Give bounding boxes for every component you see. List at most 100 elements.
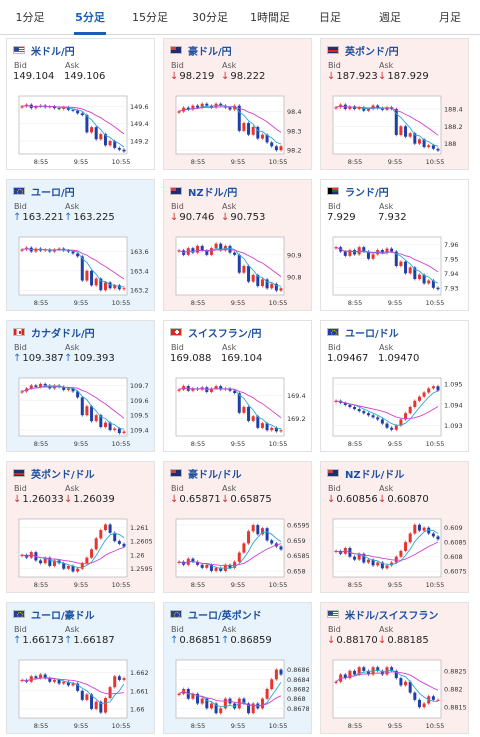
pair-title[interactable]: 豪ドル/ドル — [170, 466, 242, 481]
tab-7[interactable]: 月足 — [439, 11, 461, 24]
ask-label: Ask — [222, 343, 237, 352]
candle — [219, 708, 223, 714]
candle — [200, 245, 204, 251]
tab-6[interactable]: 週足 — [379, 11, 401, 24]
candle — [177, 693, 181, 695]
x-tick-label: 10:55 — [426, 722, 445, 730]
pair-title[interactable]: 英ポンド/円 — [327, 43, 399, 58]
pair-title[interactable]: カナダドル/円 — [13, 325, 95, 340]
ask-value: ↑1.66187 — [64, 635, 115, 646]
pair-title[interactable]: 米ドル/円 — [13, 43, 75, 58]
pair-title[interactable]: ユーロ/英ポンド — [170, 607, 262, 622]
pair-title[interactable]: ランド/円 — [327, 184, 389, 199]
candle — [108, 141, 112, 146]
rate-card[interactable]: ユーロ/豪ドル Bid ↑1.66173 Ask ↑1.66187 1.662 1.661 1… — [6, 602, 155, 734]
pair-name: ユーロ/円 — [31, 187, 75, 199]
bid-value: 149.104 — [13, 71, 54, 82]
tab-0[interactable]: 1分足 — [15, 11, 45, 24]
x-tick-label: 10:55 — [426, 581, 445, 589]
ma-slow-line — [335, 671, 439, 691]
candle — [71, 565, 75, 572]
bid-label: Bid — [171, 625, 184, 634]
candle — [103, 524, 107, 531]
ask-label: Ask — [222, 61, 237, 70]
candle — [357, 107, 361, 109]
ask-value: ↓0.88185 — [378, 635, 429, 646]
y-tick-label: 1.26 — [130, 551, 144, 559]
candle — [436, 287, 440, 290]
y-tick-label: 1.261 — [130, 524, 149, 532]
tab-1[interactable]: 5分足 — [60, 0, 120, 35]
ask-label: Ask — [65, 343, 80, 352]
candle — [66, 250, 70, 252]
rate-card[interactable]: 豪ドル/ドル Bid ↓0.65871 Ask ↓0.65875 0.6595 0.659 0… — [163, 461, 312, 593]
pair-title[interactable]: 英ポンド/ドル — [13, 466, 95, 481]
candle — [48, 678, 52, 682]
rate-card[interactable]: カナダドル/円 Bid ↑109.387 Ask ↑109.393 109.7 109.6 1… — [6, 320, 155, 452]
candle — [103, 134, 107, 146]
candle — [34, 248, 38, 252]
rate-card[interactable]: NZドル/ドル Bid ↓0.60856 Ask ↓0.60870 0.609 0.6085… — [320, 461, 469, 593]
pair-title[interactable]: ユーロ/ドル — [327, 325, 399, 340]
rate-card[interactable]: ユーロ/英ポンド Bid ↑0.86851 Ask ↑0.86859 0.8686 0.86… — [163, 602, 312, 734]
ask-price: 169.104 — [221, 353, 263, 364]
ask-price: 98.222 — [230, 71, 266, 82]
pair-name: 米ドル/スイスフラン — [345, 610, 439, 622]
rate-card[interactable]: 英ポンド/円 Bid ↓187.923 Ask ↓187.929 188.4 188.2 18… — [320, 38, 469, 170]
pair-title[interactable]: NZドル/ドル — [327, 466, 404, 481]
pair-title[interactable]: ユーロ/豪ドル — [13, 607, 95, 622]
candle — [122, 149, 126, 152]
candle — [394, 556, 398, 563]
arrow-down-icon: ↓ — [327, 71, 336, 82]
candle — [191, 105, 195, 110]
pair-title[interactable]: スイスフラン/円 — [170, 325, 261, 340]
x-tick-label: 10:55 — [112, 158, 131, 166]
candle — [371, 254, 375, 259]
rate-card[interactable]: 英ポンド/ドル Bid ↓1.26033 Ask ↓1.26039 1.261 1.2605… — [6, 461, 155, 593]
rate-card[interactable]: ランド/円 Bid 7.929 Ask 7.932 7.96 7.95 7.94 7.93 8:5… — [320, 179, 469, 311]
bid-value: 169.088 — [170, 353, 211, 364]
tab-3[interactable]: 30分足 — [192, 11, 228, 24]
bid-price: 0.88170 — [336, 635, 378, 646]
candle — [85, 694, 89, 700]
pair-title[interactable]: 米ドル/スイスフラン — [327, 607, 439, 622]
candle — [103, 698, 107, 713]
candle — [71, 683, 75, 686]
ma-slow-line — [178, 543, 282, 567]
ma-slow-line — [21, 677, 125, 695]
candle — [34, 385, 38, 387]
bid-value: ↑1.66173 — [13, 635, 64, 646]
bid-value: ↑163.221 — [13, 212, 64, 223]
bid-label: Bid — [171, 343, 184, 352]
candle — [71, 388, 75, 392]
tab-4[interactable]: 1時間足 — [250, 11, 290, 24]
candle — [436, 699, 440, 701]
rate-card[interactable]: ユーロ/ドル Bid 1.09467 Ask 1.09470 1.095 1.094 1.09… — [320, 320, 469, 452]
rate-card[interactable]: 豪ドル/円 Bid ↓98.219 Ask ↓98.222 98.4 98.3 98.2 8:5… — [163, 38, 312, 170]
tab-5[interactable]: 日足 — [319, 11, 341, 24]
tab-2[interactable]: 15分足 — [132, 11, 168, 24]
bid-label: Bid — [328, 343, 341, 352]
pair-title[interactable]: NZドル/円 — [170, 184, 237, 199]
candle — [90, 127, 94, 133]
bid-price: 0.86851 — [179, 635, 221, 646]
rate-card[interactable]: NZドル/円 Bid ↓90.746 Ask ↓90.753 90.9 90.8 8:55 9:… — [163, 179, 312, 311]
pair-title[interactable]: 豪ドル/円 — [170, 43, 232, 58]
candle — [422, 274, 426, 284]
x-tick-label: 10:55 — [269, 581, 288, 589]
candle — [122, 288, 126, 290]
bid-price: 1.66173 — [22, 635, 64, 646]
arrow-up-icon: ↑ — [64, 635, 73, 646]
ask-value: ↓0.65875 — [221, 494, 272, 505]
pair-title[interactable]: ユーロ/円 — [13, 184, 75, 199]
arrow-down-icon: ↓ — [64, 494, 73, 505]
rate-card[interactable]: スイスフラン/円 Bid 169.088 Ask 169.104 169.4 169.2 8:… — [163, 320, 312, 452]
ask-price: 1.26039 — [73, 494, 115, 505]
bid-value: ↓98.219 — [170, 71, 214, 82]
rate-card[interactable]: ユーロ/円 Bid ↑163.221 Ask ↑163.225 163.6 163.4 163… — [6, 179, 155, 311]
rate-card[interactable]: 米ドル/円 Bid 149.104 Ask 149.106 149.6 149.4 149.2… — [6, 38, 155, 170]
y-tick-label: 98.2 — [287, 147, 301, 155]
ma-slow-line — [21, 105, 125, 135]
candle — [99, 278, 103, 291]
rate-card[interactable]: 米ドル/スイスフラン Bid ↓0.88170 Ask ↓0.88185 0.8825 0.… — [320, 602, 469, 734]
